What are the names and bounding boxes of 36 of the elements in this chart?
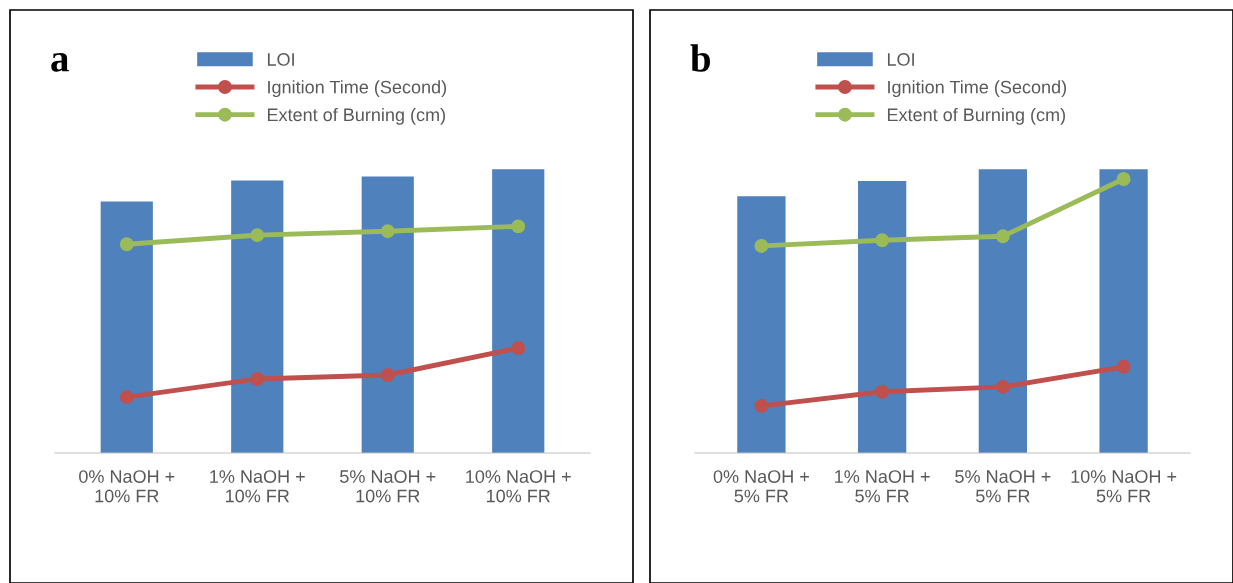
bar — [361, 176, 414, 453]
bar — [231, 180, 284, 453]
point — [380, 368, 395, 382]
point — [1116, 172, 1131, 186]
x-tick-label: 5% NaOH + 10% FR — [340, 470, 436, 503]
legend-label: Extent of Burning (cm) — [267, 107, 445, 125]
point — [995, 229, 1010, 244]
x-tick-label: 1% NaOH + 10% FR — [210, 470, 305, 503]
bar — [100, 201, 153, 453]
point — [754, 398, 769, 413]
point — [754, 239, 769, 253]
point — [250, 228, 265, 243]
point — [995, 379, 1010, 394]
point — [380, 224, 395, 239]
point — [1116, 359, 1131, 374]
point — [875, 233, 890, 248]
x-tick-label: 0% NaOH + 5% FR — [713, 470, 809, 503]
legend-label: Ignition Time (Second) — [888, 80, 1067, 98]
legend-label: LOI — [887, 53, 914, 66]
bar — [492, 169, 545, 453]
x-tick-label: 0% NaOH + 10% FR — [79, 470, 175, 503]
text: b — [690, 44, 711, 72]
x-tick-label: 1% NaOH + 5% FR — [835, 470, 930, 503]
text: a — [51, 53, 69, 72]
point — [250, 372, 265, 386]
legend-label: LOI — [267, 53, 294, 66]
point — [875, 384, 890, 399]
point — [119, 237, 134, 252]
point — [511, 219, 526, 234]
point — [119, 390, 134, 405]
point — [511, 341, 526, 355]
legend-label: Ignition Time (Second) — [268, 80, 447, 98]
x-tick-label: 5% NaOH + 5% FR — [955, 470, 1051, 503]
legend-label: Extent of Burning (cm) — [887, 107, 1065, 125]
x-tick-label: 10% NaOH + 5% FR — [1071, 470, 1177, 503]
x-tick-label: 10% NaOH + 10% FR — [466, 470, 571, 503]
